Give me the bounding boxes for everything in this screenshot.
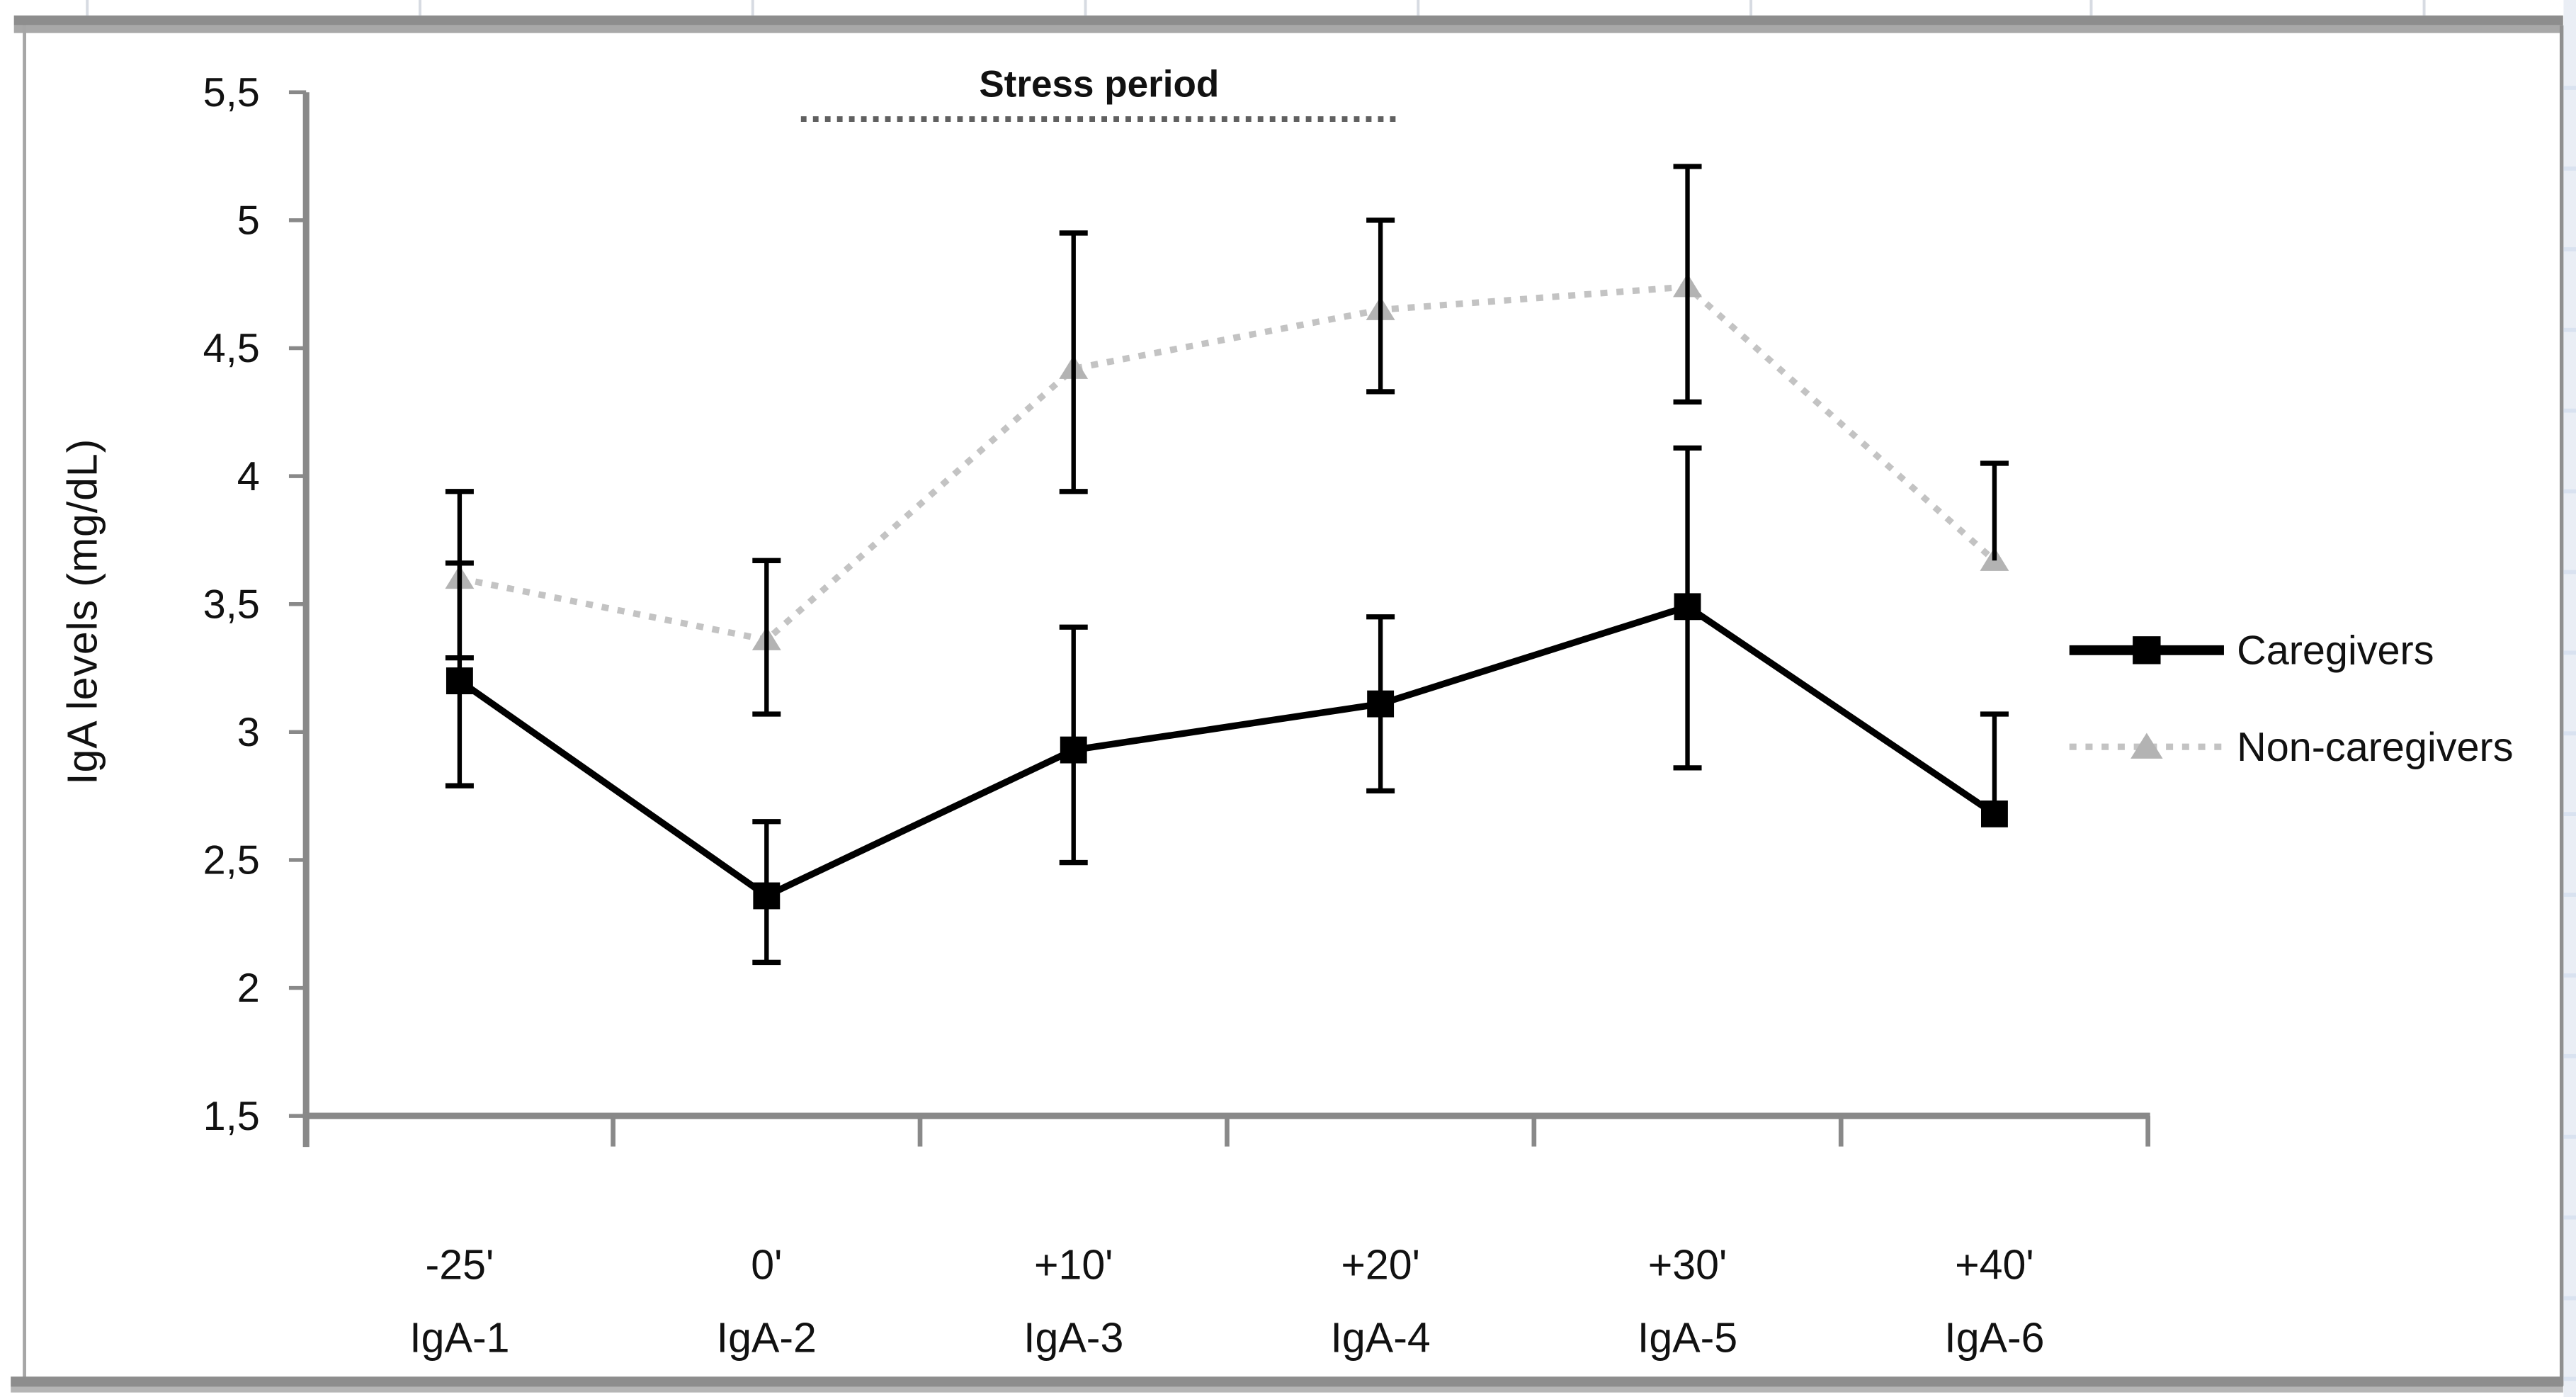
stress-period-annotation: Stress period — [800, 63, 1398, 123]
x-tick-label-time: +20' — [1341, 1241, 1420, 1288]
y-tick-label: 1,5 — [203, 1094, 260, 1139]
legend-non-caregivers-triangle-marker — [2130, 733, 2163, 759]
top-column-marks — [86, 0, 2426, 16]
x-tick-label-time: +10' — [1034, 1241, 1113, 1288]
y-tick-label: 2 — [237, 966, 260, 1011]
x-tick-label-time: -25' — [426, 1241, 494, 1288]
stress-period-label: Stress period — [979, 63, 1219, 105]
legend-non-caregivers-label: Non-caregivers — [2237, 725, 2513, 770]
side-strip-row-mark — [2563, 812, 2576, 816]
x-tick-label-sample: IgA-6 — [1944, 1314, 2044, 1361]
side-strip-row-mark — [2563, 86, 2576, 90]
error-bars — [445, 164, 2009, 966]
side-strip-row-mark — [2563, 408, 2576, 413]
series-line-caregivers — [458, 603, 1997, 900]
x-tick-label-time: +40' — [1955, 1241, 2034, 1288]
legend-caregivers-label: Caregivers — [2237, 628, 2434, 674]
frame-top-bar — [13, 15, 2563, 26]
y-tick-label: 2,5 — [203, 838, 260, 883]
y-tick-label: 3 — [237, 710, 260, 755]
x-tick-label-sample: IgA-2 — [717, 1314, 817, 1361]
y-axis-ticks — [288, 90, 307, 1118]
figure-frame — [11, 0, 2576, 1397]
side-strip-row-mark — [2563, 327, 2576, 332]
y-tick-label: 5,5 — [203, 70, 260, 115]
column-mark — [2089, 0, 2093, 16]
column-mark — [1749, 0, 1753, 16]
column-mark — [2422, 0, 2426, 16]
side-strip-row-mark — [2563, 1296, 2576, 1301]
frame-right-border — [2559, 25, 2564, 1386]
side-strip-row-mark — [2563, 570, 2576, 575]
series-markers — [445, 273, 2009, 910]
side-strip-row-mark — [2563, 489, 2576, 494]
x-tick-label-sample: IgA-1 — [409, 1314, 509, 1361]
axes — [288, 90, 2150, 1148]
x-tick-label-time: 0' — [751, 1241, 782, 1288]
y-tick-label: 5 — [237, 198, 260, 244]
side-strip-row-mark — [2563, 1376, 2576, 1381]
x-tick-label-sample: IgA-4 — [1331, 1314, 1431, 1361]
y-tick-label: 4 — [237, 454, 260, 499]
column-mark — [86, 0, 89, 16]
legend-item-caregivers: Caregivers — [2069, 628, 2434, 674]
column-mark — [419, 0, 421, 16]
y-axis-title: IgA levels (mg/dL) — [59, 439, 106, 785]
side-strip-marks — [2563, 86, 2576, 1381]
side-strip — [2563, 0, 2576, 1397]
frame-top-bar-shade — [13, 25, 2563, 33]
frame-bottom-bar-shade — [11, 1386, 2563, 1393]
legend-caregivers-square-marker — [2133, 636, 2161, 664]
side-strip-row-mark — [2563, 1215, 2576, 1220]
side-strip-row-mark — [2563, 893, 2576, 897]
column-mark — [751, 0, 754, 16]
x-axis-labels: -25' IgA-1 0' IgA-2 +10' IgA-3 +20' IgA-4 +30' Ig… — [409, 1241, 2044, 1361]
side-strip-row-mark — [2563, 1053, 2576, 1058]
x-tick-label-time: +30' — [1648, 1241, 1727, 1288]
side-strip-row-mark — [2563, 166, 2576, 171]
x-tick-label-sample: IgA-5 — [1638, 1314, 1737, 1361]
side-strip-row-mark — [2563, 973, 2576, 978]
side-strip-row-mark — [2563, 731, 2576, 736]
x-axis-ticks — [303, 1116, 2150, 1147]
side-strip-row-mark — [2563, 1134, 2576, 1139]
y-tick-label: 4,5 — [203, 326, 260, 371]
frame-left-border — [23, 25, 26, 1386]
column-mark — [1417, 0, 1420, 16]
legend-item-non-caregivers: Non-caregivers — [2069, 725, 2514, 770]
side-strip-row-mark — [2563, 650, 2576, 655]
x-tick-label-sample: IgA-3 — [1023, 1314, 1123, 1361]
legend: Caregivers Non-caregivers — [2069, 628, 2514, 770]
frame-bottom-bar — [11, 1376, 2563, 1387]
column-mark — [1084, 0, 1087, 16]
side-strip-row-mark — [2563, 247, 2576, 251]
y-axis-labels: 5,5 5 4,5 4 3,5 3 2,5 2 1,5 — [203, 70, 260, 1139]
series-lines — [458, 283, 1997, 900]
y-tick-label: 3,5 — [203, 582, 260, 627]
series-line-non-caregivers — [459, 283, 1997, 644]
